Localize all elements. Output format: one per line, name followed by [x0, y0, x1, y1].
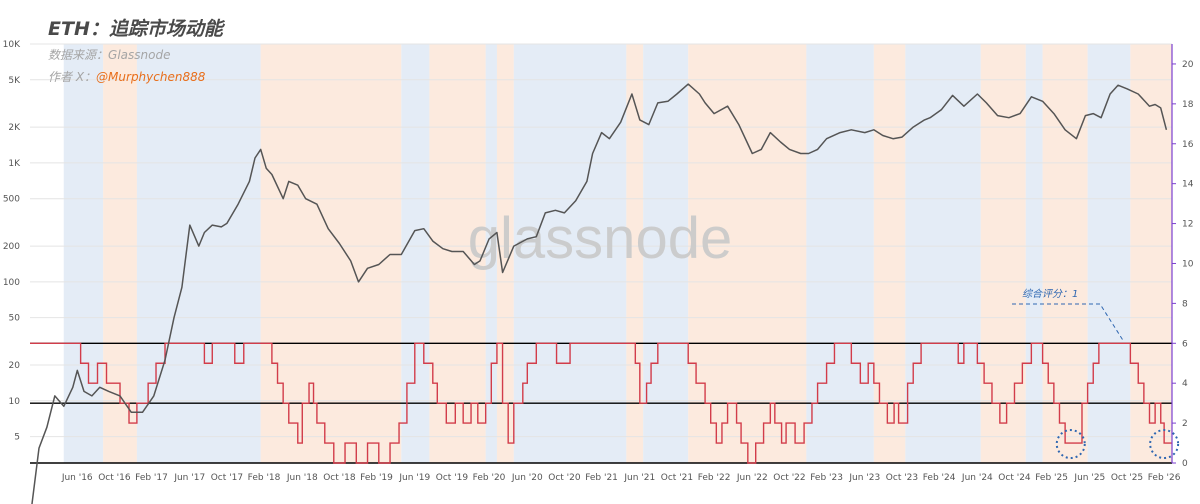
right-tick-label: 4	[1182, 379, 1188, 389]
band-bear-11	[688, 44, 807, 463]
left-tick-label: 50	[9, 314, 21, 324]
right-tick-label: 10	[1182, 259, 1194, 269]
x-tick-label: Feb '22	[698, 473, 731, 483]
band-bull-4	[401, 44, 430, 463]
author-line: 作者 X：@Murphychen888	[48, 68, 205, 85]
left-tick-label: 10K	[3, 40, 21, 50]
band-bull-18	[1087, 44, 1131, 463]
band-bear-17	[1042, 44, 1088, 463]
left-tick-label: 1K	[8, 159, 21, 169]
author-label: 作者 X：	[48, 70, 97, 84]
x-tick-label: Feb '26	[1148, 473, 1181, 483]
band-bear-13	[873, 44, 906, 463]
band-bear-19	[1130, 44, 1172, 463]
right-tick-label: 18	[1182, 100, 1194, 110]
band-bull-16	[1025, 44, 1043, 463]
left-tick-label: 200	[3, 242, 20, 252]
left-tick-label: 500	[3, 195, 20, 205]
x-tick-label: Oct '19	[436, 473, 469, 483]
left-tick-label: 10	[9, 397, 21, 407]
price-series	[31, 83, 1168, 504]
axes: 10K5K2K1K5002001005020105024681012141618…	[3, 40, 1194, 483]
regime-bands	[63, 44, 1172, 463]
x-tick-label: Oct '20	[548, 473, 581, 483]
x-tick-label: Oct '23	[886, 473, 918, 483]
score-series	[30, 342, 1172, 464]
left-tick-label: 5K	[8, 76, 21, 86]
annotation: 综合评分：1	[1012, 288, 1180, 460]
right-tick-label: 8	[1182, 299, 1188, 309]
right-tick-label: 2	[1182, 419, 1188, 429]
x-tick-label: Feb '19	[360, 473, 393, 483]
price-line	[31, 83, 1168, 504]
score-line	[30, 342, 1172, 464]
x-tick-label: Jun '23	[848, 473, 880, 483]
grid-lines	[30, 43, 1172, 438]
chart-title: ETH：追踪市场动能	[48, 18, 223, 40]
source-line: 数据来源：Glassnode	[48, 46, 170, 63]
author-handle: @Murphychen888	[96, 70, 206, 84]
x-tick-label: Feb '21	[585, 473, 618, 483]
x-tick-label: Jun '25	[1073, 473, 1105, 483]
right-tick-label: 6	[1182, 339, 1188, 349]
x-tick-label: Jun '16	[61, 473, 93, 483]
band-bull-10	[643, 44, 689, 463]
highlight-circle-1	[1149, 429, 1180, 460]
x-tick-label: Jun '17	[173, 473, 205, 483]
x-tick-label: Feb '25	[1035, 473, 1068, 483]
annotation-leader	[1012, 303, 1125, 342]
x-tick-label: Jun '21	[623, 473, 655, 483]
left-tick-label: 20	[9, 361, 21, 371]
x-tick-label: Jun '18	[286, 473, 318, 483]
band-bear-9	[626, 44, 644, 463]
x-tick-label: Feb '24	[923, 473, 956, 483]
x-tick-label: Oct '21	[661, 473, 693, 483]
x-tick-label: Jun '22	[736, 473, 768, 483]
highlight-circle-0	[1055, 429, 1086, 460]
band-bear-15	[980, 44, 1026, 463]
x-tick-label: Jun '24	[961, 473, 993, 483]
x-tick-label: Oct '22	[773, 473, 805, 483]
band-bull-12	[806, 44, 874, 463]
x-tick-label: Feb '17	[135, 473, 168, 483]
annotation-label: 综合评分：1	[1022, 288, 1078, 300]
source-label: 数据来源：	[48, 48, 109, 62]
x-tick-label: Oct '18	[323, 473, 356, 483]
right-tick-label: 0	[1182, 459, 1188, 469]
x-tick-label: Oct '16	[98, 473, 131, 483]
right-tick-label: 14	[1182, 180, 1194, 190]
x-tick-label: Oct '24	[998, 473, 1031, 483]
left-tick-label: 5	[14, 433, 20, 443]
band-bear-5	[429, 44, 486, 463]
x-tick-label: Feb '20	[473, 473, 506, 483]
right-tick-label: 16	[1182, 140, 1194, 150]
right-tick-label: 20	[1182, 60, 1194, 70]
band-bull-2	[136, 44, 261, 463]
x-tick-label: Feb '18	[248, 473, 281, 483]
left-tick-label: 2K	[8, 123, 21, 133]
left-tick-label: 100	[3, 278, 20, 288]
x-tick-label: Oct '17	[211, 473, 243, 483]
source-value: Glassnode	[108, 48, 171, 62]
x-tick-label: Jun '19	[398, 473, 430, 483]
band-bull-8	[513, 44, 627, 463]
watermark: glassnode	[468, 206, 732, 271]
x-tick-label: Oct '25	[1111, 473, 1143, 483]
band-bull-0	[63, 44, 104, 463]
x-tick-label: Jun '20	[511, 473, 543, 483]
band-bull-14	[905, 44, 981, 463]
x-tick-label: Feb '23	[810, 473, 843, 483]
band-bear-3	[260, 44, 402, 463]
band-bull-6	[485, 44, 497, 463]
right-tick-label: 12	[1182, 220, 1193, 230]
band-bear-7	[496, 44, 514, 463]
